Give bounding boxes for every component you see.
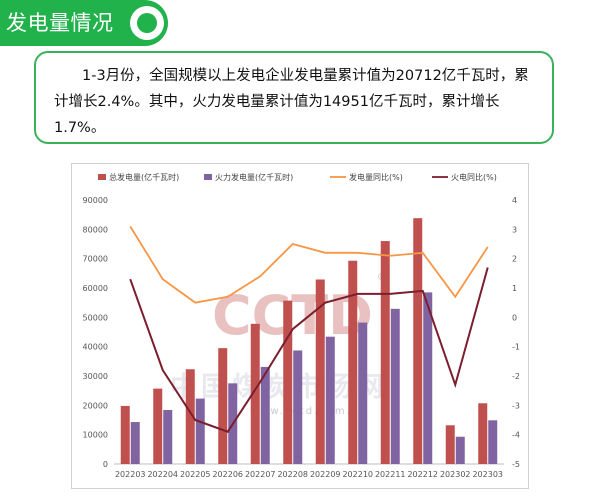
section-title: 发电量情况 bbox=[6, 11, 114, 35]
thermal-generation-bar bbox=[455, 436, 465, 464]
watermark-site-name: 中国煤炭市场网 bbox=[170, 371, 387, 403]
legend-thermal-generation-label: 火力发电量(亿千瓦时) bbox=[215, 172, 293, 182]
y-right-tick-label: 1 bbox=[512, 284, 517, 293]
chart-legend: 总发电量(亿千瓦时) 火力发电量(亿千瓦时) 发电量同比(%) 火电同比(%) bbox=[98, 172, 497, 182]
y-left-tick-label: 70000 bbox=[83, 255, 108, 264]
total-generation-bar bbox=[283, 300, 293, 464]
summary-text: 1-3月份，全国规模以上发电企业发电量累计值为20712亿千瓦时，累计增长2.4… bbox=[54, 68, 529, 136]
legend-total-yoy-label: 发电量同比(%) bbox=[349, 172, 403, 182]
y-left-tick-label: 10000 bbox=[83, 431, 108, 440]
thermal-generation-bar bbox=[293, 350, 303, 464]
y-left-tick-label: 40000 bbox=[83, 343, 108, 352]
watermark-logo: CCTD bbox=[212, 284, 373, 347]
banner-circle-icon bbox=[130, 6, 164, 40]
x-tick-label: 202208 bbox=[277, 470, 308, 479]
total-yoy-line bbox=[129, 225, 489, 304]
watermark: CCTD ® 中国煤炭市场网 www.cctd.com.cn bbox=[170, 272, 387, 417]
x-tick-label: 202209 bbox=[310, 470, 341, 479]
y-right-tick-label: -3 bbox=[512, 401, 520, 410]
chart-lines bbox=[129, 225, 489, 433]
legend-total-generation-label: 总发电量(亿千瓦时) bbox=[109, 172, 179, 182]
summary-box: 1-3月份，全国规模以上发电企业发电量累计值为20712亿千瓦时，累计增长2.4… bbox=[34, 51, 554, 144]
thermal-generation-bar bbox=[390, 308, 400, 464]
x-tick-label: 202210 bbox=[342, 470, 373, 479]
thermal-generation-bar bbox=[260, 366, 270, 464]
y-right-tick-label: 0 bbox=[512, 313, 517, 322]
y-right-tick-label: 3 bbox=[512, 225, 517, 234]
y-left-tick-label: 60000 bbox=[83, 284, 108, 293]
thermal-generation-bar bbox=[423, 292, 433, 464]
total-generation-bar bbox=[413, 218, 423, 464]
x-tick-label: 202204 bbox=[147, 470, 178, 479]
y-right-tick-label: -2 bbox=[512, 372, 520, 381]
legend-total-generation-swatch bbox=[98, 174, 106, 180]
thermal-generation-bar bbox=[358, 322, 368, 464]
chart-frame: CCTD ® 中国煤炭市场网 www.cctd.com.cn 总发电量(亿千瓦时… bbox=[71, 163, 529, 489]
total-generation-bar bbox=[185, 369, 195, 464]
x-tick-label: 202207 bbox=[245, 470, 276, 479]
total-generation-bar bbox=[218, 348, 228, 464]
y-right-tick-label: 4 bbox=[512, 196, 517, 205]
thermal-generation-bar bbox=[130, 422, 140, 464]
thermal-generation-bar bbox=[195, 398, 205, 464]
combo-chart: CCTD ® 中国煤炭市场网 www.cctd.com.cn 总发电量(亿千瓦时… bbox=[83, 172, 520, 479]
x-tick-label: 202211 bbox=[375, 470, 406, 479]
banner-dot-icon bbox=[137, 13, 157, 33]
total-generation-bar bbox=[315, 279, 325, 464]
y-left-tick-label: 0 bbox=[103, 460, 108, 469]
y-right-tick-label: -4 bbox=[512, 431, 520, 440]
y-left-tick-label: 80000 bbox=[83, 225, 108, 234]
total-generation-bar bbox=[250, 323, 260, 464]
thermal-generation-bar bbox=[488, 420, 498, 464]
thermal-yoy-line bbox=[129, 267, 489, 433]
y-right-tick-label: -5 bbox=[512, 460, 520, 469]
x-tick-label: 202203 bbox=[115, 470, 146, 479]
x-tick-label: 202205 bbox=[180, 470, 211, 479]
chart-axes: 0 10000 20000 30000 40000 50000 60000 70000 8000… bbox=[83, 196, 520, 479]
thermal-generation-bar bbox=[325, 336, 335, 464]
section-banner: 发电量情况 bbox=[0, 0, 168, 46]
total-generation-bar bbox=[478, 403, 488, 464]
total-generation-bar bbox=[445, 425, 455, 464]
y-left-tick-label: 50000 bbox=[83, 313, 108, 322]
x-tick-label: 202302 bbox=[440, 470, 471, 479]
legend-thermal-generation-swatch bbox=[204, 174, 212, 180]
x-tick-label: 202303 bbox=[472, 470, 503, 479]
x-tick-label: 202212 bbox=[407, 470, 438, 479]
total-generation-bar bbox=[153, 388, 163, 464]
x-tick-label: 202206 bbox=[212, 470, 243, 479]
y-right-tick-label: -1 bbox=[512, 343, 520, 352]
thermal-generation-bar bbox=[163, 410, 173, 464]
y-right-tick-label: 2 bbox=[512, 255, 517, 264]
y-left-tick-label: 30000 bbox=[83, 372, 108, 381]
y-left-tick-label: 90000 bbox=[83, 196, 108, 205]
chart-bars bbox=[120, 218, 498, 464]
total-generation-bar bbox=[348, 260, 358, 464]
legend-thermal-yoy-label: 火电同比(%) bbox=[451, 172, 497, 182]
y-left-tick-label: 20000 bbox=[83, 401, 108, 410]
total-generation-bar bbox=[380, 241, 390, 464]
watermark-url: www.cctd.com.cn bbox=[250, 406, 368, 417]
total-generation-bar bbox=[120, 405, 130, 464]
